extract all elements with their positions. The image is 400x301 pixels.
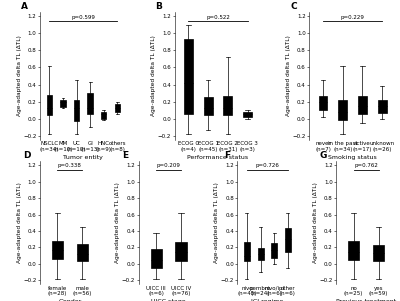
Text: F: F <box>224 151 230 160</box>
PathPatch shape <box>204 97 212 115</box>
PathPatch shape <box>101 112 106 119</box>
Text: B: B <box>156 2 162 11</box>
Text: A: A <box>21 2 28 11</box>
PathPatch shape <box>318 96 328 110</box>
PathPatch shape <box>348 241 359 260</box>
PathPatch shape <box>74 100 79 121</box>
PathPatch shape <box>184 39 193 114</box>
Text: p=0.229: p=0.229 <box>341 15 364 20</box>
PathPatch shape <box>176 243 187 261</box>
Y-axis label: Age-adapted delta TL (ΔTL): Age-adapted delta TL (ΔTL) <box>286 36 291 116</box>
X-axis label: Performance status: Performance status <box>188 154 248 160</box>
Y-axis label: Age-adapted delta TL (ΔTL): Age-adapted delta TL (ΔTL) <box>214 182 219 263</box>
Text: p=0.599: p=0.599 <box>72 15 95 20</box>
PathPatch shape <box>52 241 63 259</box>
PathPatch shape <box>244 242 250 261</box>
Text: D: D <box>23 151 31 160</box>
X-axis label: ICI regime: ICI regime <box>251 299 284 301</box>
Text: G: G <box>320 151 327 160</box>
X-axis label: Tumor entity: Tumor entity <box>64 154 103 160</box>
PathPatch shape <box>271 243 277 258</box>
PathPatch shape <box>373 245 384 261</box>
Y-axis label: Age-adapted delta TL (ΔTL): Age-adapted delta TL (ΔTL) <box>313 182 318 263</box>
PathPatch shape <box>47 95 52 115</box>
Text: p=0.726: p=0.726 <box>256 163 279 169</box>
Text: p=0.762: p=0.762 <box>354 163 378 169</box>
PathPatch shape <box>378 100 387 113</box>
Text: p=0.209: p=0.209 <box>157 163 180 169</box>
PathPatch shape <box>115 104 120 112</box>
Text: p=0.338: p=0.338 <box>58 163 82 169</box>
PathPatch shape <box>224 96 232 115</box>
Y-axis label: Age-adapted delta TL (ΔTL): Age-adapted delta TL (ΔTL) <box>17 182 22 263</box>
X-axis label: UICC stage: UICC stage <box>151 299 186 301</box>
X-axis label: Gender: Gender <box>58 299 82 301</box>
Y-axis label: Age-adapted delta TL (ΔTL): Age-adapted delta TL (ΔTL) <box>151 36 156 116</box>
PathPatch shape <box>60 100 66 107</box>
PathPatch shape <box>150 249 162 268</box>
PathPatch shape <box>285 228 291 252</box>
Y-axis label: Age-adapted delta TL (ΔTL): Age-adapted delta TL (ΔTL) <box>116 182 120 263</box>
PathPatch shape <box>358 96 367 114</box>
PathPatch shape <box>77 244 88 261</box>
Text: p=0.522: p=0.522 <box>206 15 230 20</box>
PathPatch shape <box>243 112 252 117</box>
PathPatch shape <box>338 100 347 120</box>
Text: E: E <box>122 151 128 160</box>
X-axis label: Previous treatment: Previous treatment <box>336 299 396 301</box>
Y-axis label: Age-adapted delta TL (ΔTL): Age-adapted delta TL (ΔTL) <box>17 36 22 116</box>
PathPatch shape <box>258 248 264 260</box>
PathPatch shape <box>88 93 93 114</box>
X-axis label: Smoking status: Smoking status <box>328 154 377 160</box>
Text: C: C <box>290 2 297 11</box>
